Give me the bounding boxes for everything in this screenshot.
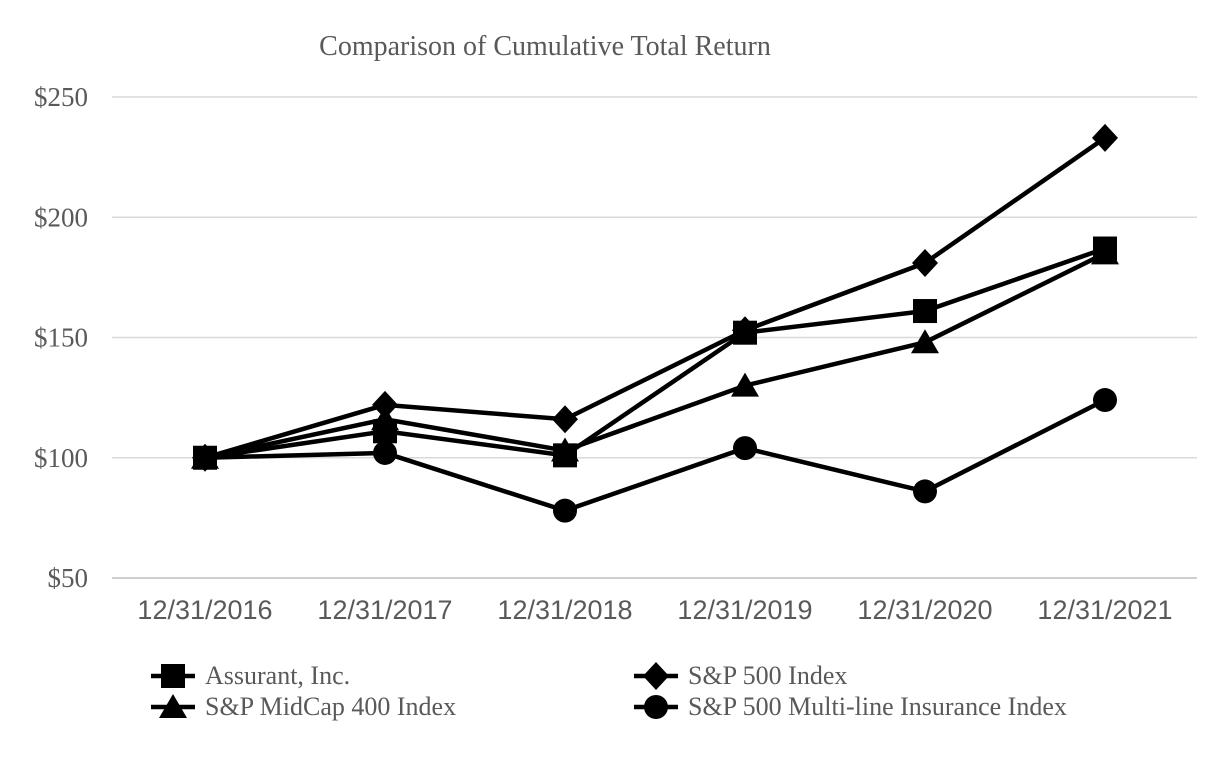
series-marker-s-p-500-index bbox=[372, 390, 398, 419]
series-marker-s-p-500-index bbox=[1092, 123, 1118, 152]
x-axis-label: 12/31/2019 bbox=[677, 595, 812, 625]
legend-label: S&P 500 Index bbox=[688, 661, 848, 690]
series-marker-s-p-500-multi-line-insurance-index bbox=[553, 498, 577, 523]
series-marker-assurant-inc bbox=[1093, 236, 1117, 261]
legend-item-s-p-500-multi-line-insurance-index: S&P 500 Multi-line Insurance Index bbox=[633, 692, 1067, 722]
legend-marker bbox=[643, 662, 669, 690]
series-line-s-p-500-index bbox=[204, 136, 1107, 460]
square-marker-icon bbox=[151, 664, 195, 688]
legend-label: S&P 500 Multi-line Insurance Index bbox=[688, 692, 1067, 721]
series-marker-assurant-inc bbox=[913, 299, 937, 324]
x-axis-label: 12/31/2018 bbox=[497, 595, 632, 625]
series-line-s-p-500-multi-line-insurance-index bbox=[204, 398, 1107, 514]
legend-marker bbox=[161, 664, 185, 688]
series-marker-s-p-500-index bbox=[912, 248, 938, 277]
series-marker-s-p-500-multi-line-insurance-index bbox=[913, 479, 937, 504]
series-marker-assurant-inc bbox=[373, 419, 397, 444]
legend-item-assurant-inc: Assurant, Inc. bbox=[150, 661, 633, 691]
legend-label: Assurant, Inc. bbox=[205, 661, 351, 690]
series-line-s-p-midcap-400-index bbox=[204, 251, 1106, 460]
y-axis-label: $150 bbox=[34, 323, 88, 353]
circle-marker-icon bbox=[634, 695, 678, 719]
chart-legend: Assurant, Inc. S&P 500 Index S&P MidCap 40… bbox=[150, 661, 1067, 722]
y-axis-label: $250 bbox=[34, 82, 88, 112]
x-axis-label: 12/31/2020 bbox=[857, 595, 992, 625]
series-marker-s-p-500-multi-line-insurance-index bbox=[733, 436, 757, 461]
series-marker-assurant-inc bbox=[193, 445, 217, 470]
series-marker-s-p-500-multi-line-insurance-index bbox=[373, 440, 397, 465]
series-marker-s-p-midcap-400-index bbox=[731, 372, 759, 397]
diamond-marker-icon bbox=[634, 662, 678, 690]
series-marker-s-p-500-index bbox=[552, 405, 578, 434]
legend-label: S&P MidCap 400 Index bbox=[205, 692, 457, 721]
legend-marker bbox=[644, 695, 668, 719]
x-axis-label: 12/31/2021 bbox=[1037, 595, 1172, 625]
chart-title: Comparison of Cumulative Total Return bbox=[319, 31, 771, 62]
series-marker-assurant-inc bbox=[733, 320, 757, 345]
series-line-assurant-inc bbox=[204, 246, 1106, 460]
x-axis-label: 12/31/2016 bbox=[137, 595, 272, 625]
series-marker-assurant-inc bbox=[553, 443, 577, 468]
y-axis-label: $100 bbox=[34, 443, 88, 473]
x-axis-label: 12/31/2017 bbox=[317, 595, 452, 625]
triangle-marker-icon bbox=[151, 694, 195, 718]
legend-item-s-p-midcap-400-index: S&P MidCap 400 Index bbox=[150, 692, 633, 722]
legend-item-s-p-500-index: S&P 500 Index bbox=[633, 661, 1067, 691]
y-axis-label: $50 bbox=[48, 563, 89, 593]
series-marker-s-p-500-multi-line-insurance-index bbox=[1093, 388, 1117, 413]
series-marker-s-p-midcap-400-index bbox=[911, 329, 939, 354]
y-axis-label: $200 bbox=[34, 202, 88, 232]
legend-marker bbox=[159, 694, 187, 718]
